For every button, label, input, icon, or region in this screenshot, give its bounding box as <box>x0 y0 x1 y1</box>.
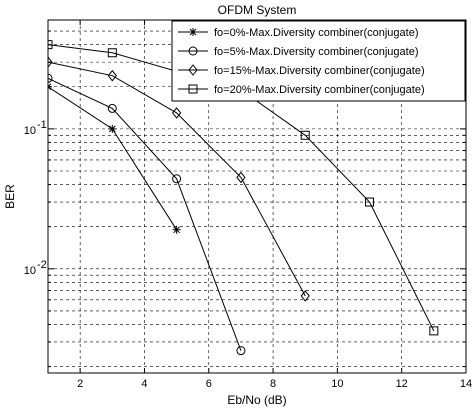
data-point <box>48 73 53 83</box>
legend-item: fo=0%-Max.Diversity combiner(conjugate) <box>178 27 419 39</box>
data-point <box>236 171 246 184</box>
data-point <box>107 69 117 82</box>
legend-label: fo=15%-Max.Diversity combiner(conjugate) <box>214 65 425 77</box>
x-tick-label: 8 <box>270 378 276 390</box>
data-point <box>172 225 181 234</box>
series-layer <box>48 40 439 356</box>
legend: fo=0%-Max.Diversity combiner(conjugate) f… <box>171 20 466 102</box>
data-point <box>108 124 117 133</box>
data-point <box>188 64 198 76</box>
x-tick-label: 14 <box>460 378 472 390</box>
legend-label: fo=0%-Max.Diversity combiner(conjugate) <box>214 27 419 39</box>
data-point <box>188 84 198 94</box>
data-point <box>236 346 246 356</box>
y-tick-exponent: -1 <box>37 119 47 131</box>
data-point <box>429 326 439 336</box>
data-point <box>107 103 117 113</box>
series-line <box>48 44 435 332</box>
x-tick-label: 12 <box>396 378 408 390</box>
y-tick-label: 10 <box>24 265 36 277</box>
data-point <box>300 130 310 140</box>
series-2 <box>48 73 246 356</box>
legend-box <box>171 20 466 102</box>
series-line <box>48 77 242 351</box>
x-tick-label: 10 <box>331 378 343 390</box>
data-point <box>171 107 182 119</box>
x-tick-label: 4 <box>141 378 147 390</box>
chart-title: OFDM System <box>218 3 297 17</box>
data-point <box>107 48 117 58</box>
data-point <box>172 174 182 184</box>
data-point <box>300 290 310 302</box>
series-1 <box>48 82 181 234</box>
x-tick-label: 6 <box>206 378 212 390</box>
legend-item: fo=20%-Max.Diversity combiner(conjugate) <box>178 84 425 96</box>
legend-item: fo=5%-Max.Diversity combiner(conjugate) <box>178 46 419 58</box>
plot-border <box>47 19 467 374</box>
legend-label: fo=5%-Max.Diversity combiner(conjugate) <box>214 46 419 58</box>
series-line <box>48 61 306 297</box>
series-3 <box>48 56 310 302</box>
y-tick-label: 10 <box>24 125 36 137</box>
data-point <box>188 46 198 56</box>
y-tick-exponent: -2 <box>37 259 47 271</box>
legend-label: fo=20%-Max.Diversity combiner(conjugate) <box>214 84 425 96</box>
data-point <box>48 56 53 68</box>
x-axis-title: Eb/No (dB) <box>227 393 286 407</box>
data-point <box>48 40 53 50</box>
x-tick-label: 2 <box>77 378 83 390</box>
data-point <box>189 28 197 36</box>
legend-item: fo=15%-Max.Diversity combiner(conjugate) <box>178 64 425 77</box>
y-axis-title: BER <box>3 184 17 209</box>
data-point <box>365 197 375 207</box>
